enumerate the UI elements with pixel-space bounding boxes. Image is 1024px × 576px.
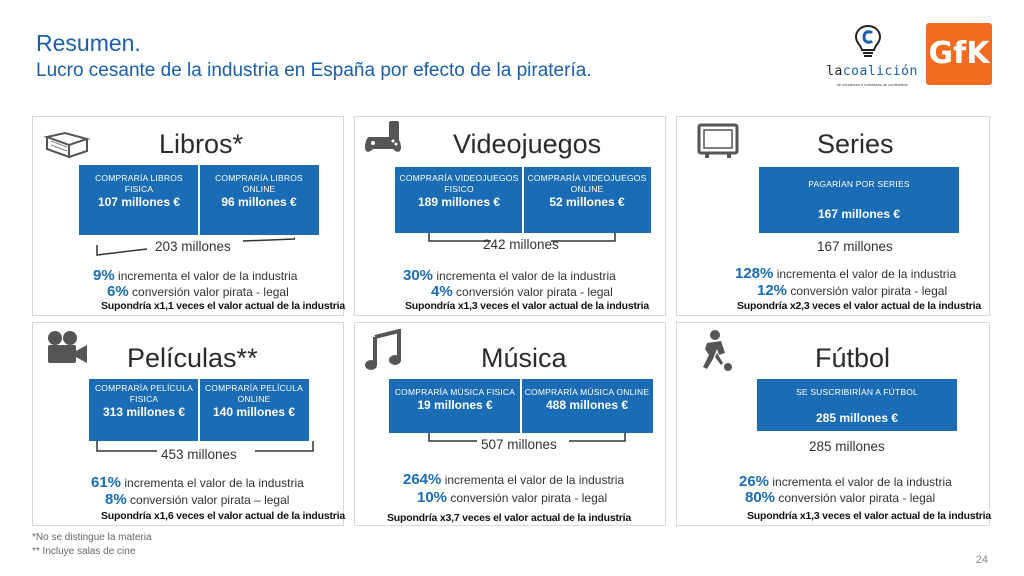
gfk-wordmark: GfK xyxy=(928,36,990,71)
total-bracket xyxy=(96,237,295,256)
tv-icon xyxy=(697,123,739,158)
panel-peliculas: Películas** COMPRARÍA PELÍCULA FISICA 31… xyxy=(32,322,346,526)
stat-conversion: 12% conversión valor pirata - legal xyxy=(757,282,948,299)
stat-conversion: 6% conversión valor pirata - legal xyxy=(107,283,289,300)
stat-increase: 128% incrementa el valor de la industria xyxy=(735,265,957,282)
panel-title: Fútbol xyxy=(815,343,891,373)
summary-text: Supondría x2,3 veces el valor actual de … xyxy=(737,300,982,312)
summary-text: Supondría x1,1 veces el valor actual de … xyxy=(101,300,346,312)
panel-title: Videojuegos xyxy=(453,129,602,159)
box-physical: COMPRARÍA MÚSICA FISICA 19 millones € xyxy=(394,387,516,412)
panel-videojuegos: Videojuegos COMPRARÍA VIDEOJUEGOS FISICO… xyxy=(354,116,666,316)
panel-libros: Libros* COMPRARÍA LIBROS FISICA 107 mill… xyxy=(32,116,346,316)
box-value: 167 millones € xyxy=(817,207,901,221)
stat-conversion: 80% conversión valor pirata - legal xyxy=(745,489,936,506)
game-console-icon xyxy=(365,121,401,152)
total-value: 242 millones xyxy=(483,237,559,252)
value-box: SE SUSCRIBIRÍAN A FÚTBOL 285 millones € xyxy=(757,379,957,431)
box-physical: COMPRARÍA VIDEOJUEGOS FISICO 189 millone… xyxy=(399,173,519,209)
lightbulb-icon xyxy=(854,24,882,57)
box-label: PAGARÍAN POR SERIES xyxy=(808,179,910,189)
stat-increase: 61% incrementa el valor de la industria xyxy=(91,474,304,491)
total-value: 167 millones xyxy=(817,239,893,254)
stat-increase: 9% incrementa el valor de la industria xyxy=(93,267,298,284)
box-value: 285 millones € xyxy=(815,411,899,425)
box-online: COMPRARÍA LIBROS ONLINE 96 millones € xyxy=(215,173,303,209)
value-box: COMPRARÍA VIDEOJUEGOS FISICO 189 millone… xyxy=(395,167,651,233)
football-player-icon xyxy=(703,330,732,371)
stat-increase: 264% incrementa el valor de la industria xyxy=(403,471,625,488)
page-title: Resumen. xyxy=(36,30,141,56)
music-note-icon xyxy=(365,329,401,370)
total-bracket xyxy=(96,441,314,452)
value-box: COMPRARÍA LIBROS FISICA 107 millones € C… xyxy=(79,165,319,235)
box-physical: COMPRARÍA LIBROS FISICA 107 millones € xyxy=(95,173,183,209)
coalicion-wordmark: lacoalición xyxy=(826,64,918,79)
panel-title: Música xyxy=(481,343,567,373)
page-subtitle: Lucro cesante de la industria en España … xyxy=(36,60,592,81)
panel-series: Series PAGARÍAN POR SERIES 167 millones … xyxy=(676,116,990,316)
box-label: SE SUSCRIBIRÍAN A FÚTBOL xyxy=(796,387,918,397)
stat-conversion: 10% conversión valor pirata - legal xyxy=(417,489,608,506)
summary-text: Supondría x1,6 veces el valor actual de … xyxy=(101,510,346,522)
total-value: 285 millones xyxy=(809,439,885,454)
summary-text: Supondría x1,3 veces el valor actual de … xyxy=(747,510,992,522)
box-physical: COMPRARÍA PELÍCULA FISICA 313 millones € xyxy=(94,383,194,419)
gfk-logo: GfK xyxy=(926,23,992,85)
la-coalicion-logo: lacoalición de creadores e industrias de… xyxy=(826,20,918,92)
value-box: COMPRARÍA MÚSICA FISICA 19 millones € CO… xyxy=(389,379,653,433)
movie-camera-icon xyxy=(48,331,87,363)
panel-musica: Música COMPRARÍA MÚSICA FISICA 19 millon… xyxy=(354,322,666,526)
total-bracket xyxy=(428,433,626,442)
stat-conversion: 4% conversión valor pirata - legal xyxy=(431,283,613,300)
total-bracket xyxy=(428,233,616,242)
book-icon xyxy=(43,131,91,159)
total-value: 507 millones xyxy=(481,437,557,452)
footnote-2: ** Incluye salas de cine xyxy=(32,546,136,557)
value-box: COMPRARÍA PELÍCULA FISICA 313 millones €… xyxy=(89,379,309,441)
panel-title: Series xyxy=(817,129,894,159)
box-online: COMPRARÍA MÚSICA ONLINE 488 millones € xyxy=(524,387,650,412)
panel-futbol: Fútbol SE SUSCRIBIRÍAN A FÚTBOL 285 mill… xyxy=(676,322,992,526)
summary-text: Supondría x1,3 veces el valor actual de … xyxy=(405,300,650,312)
panel-title: Libros* xyxy=(159,129,244,159)
footnote-1: *No se distingue la materia xyxy=(32,532,152,543)
stat-increase: 26% incrementa el valor de la industria xyxy=(739,473,952,490)
summary-text: Supondría x3,7 veces el valor actual de … xyxy=(387,512,632,524)
stat-increase: 30% incrementa el valor de la industria xyxy=(403,267,616,284)
total-value: 203 millones xyxy=(155,239,231,254)
panel-title: Películas** xyxy=(127,343,258,373)
box-online: COMPRARÍA VIDEOJUEGOS ONLINE 52 millones… xyxy=(527,173,647,209)
stat-conversion: 8% conversión valor pirata – legal xyxy=(105,491,290,508)
coalicion-tagline: de creadores e industrias de contenidos xyxy=(836,82,908,87)
value-box: PAGARÍAN POR SERIES 167 millones € xyxy=(759,167,959,233)
total-value: 453 millones xyxy=(161,447,237,462)
box-online: COMPRARÍA PELÍCULA ONLINE 140 millones € xyxy=(204,383,304,419)
page-number: 24 xyxy=(975,554,988,566)
